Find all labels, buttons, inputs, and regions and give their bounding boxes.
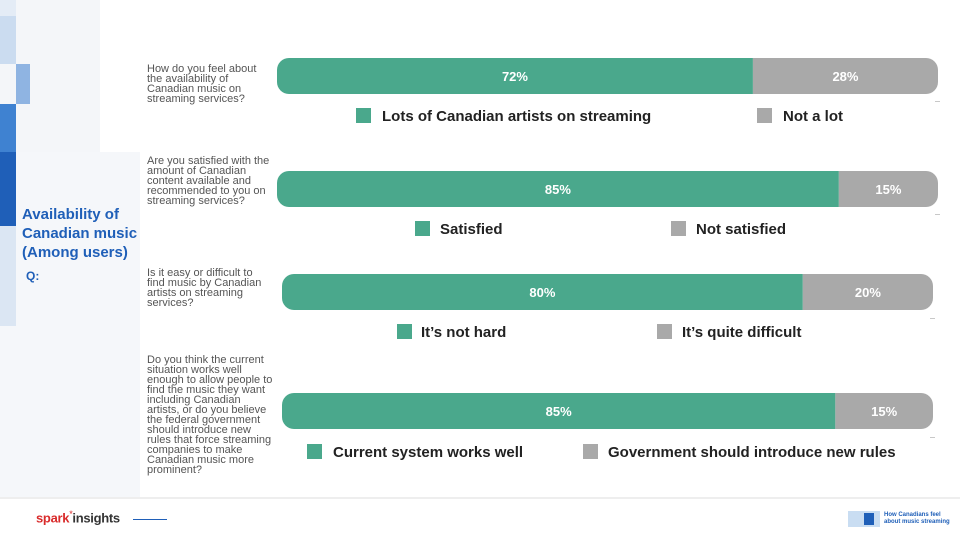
axis-tick bbox=[930, 318, 935, 319]
question-text-3: Is it easy or difficult to find music by… bbox=[147, 267, 262, 309]
deco-block bbox=[16, 64, 30, 104]
footer-divider bbox=[0, 497, 960, 499]
axis-tick bbox=[935, 214, 940, 215]
question-text-4: Do you think the current situation works… bbox=[147, 354, 273, 476]
deco-block bbox=[0, 104, 16, 152]
stacked-bar-chart: 72% Lots of Canadian artists on streaming… bbox=[277, 58, 938, 461]
bar-segment-3-2 bbox=[802, 274, 933, 310]
bar-label-4-1: 85% bbox=[546, 404, 572, 419]
legend-label-2-1: Satisfied bbox=[440, 221, 503, 238]
legend-label-3-2: It’s quite difficult bbox=[682, 324, 801, 341]
bar-label-2-2: 15% bbox=[875, 182, 901, 197]
legend-swatch-4-2 bbox=[583, 444, 598, 459]
legend-label-4-2: Government should introduce new rules bbox=[608, 444, 896, 461]
bar-label-3-1: 80% bbox=[529, 285, 555, 300]
bar-segment-4-2 bbox=[835, 393, 933, 429]
bar-segment-3-1 bbox=[282, 274, 803, 310]
sidebar-panel-lower bbox=[0, 152, 140, 498]
legend-swatch-1-1 bbox=[356, 108, 371, 123]
legend-swatch-3-2 bbox=[657, 324, 672, 339]
flag-icon bbox=[864, 513, 874, 525]
badge-text: How Canadians feel about music streaming bbox=[884, 512, 950, 525]
legend-swatch-1-2 bbox=[757, 108, 772, 123]
bar-segment-1-2 bbox=[752, 58, 938, 94]
bar-label-1-1: 72% bbox=[502, 69, 528, 84]
bar-segment-2-2 bbox=[838, 171, 938, 207]
logo-rule bbox=[133, 519, 167, 520]
slide-title: Availability of Canadian music (Among us… bbox=[22, 206, 138, 261]
axis-tick bbox=[935, 101, 940, 102]
logo-star: * bbox=[69, 509, 73, 519]
report-badge: How Canadians feel about music streaming bbox=[848, 511, 958, 527]
logo-insights: insights bbox=[72, 510, 120, 526]
axis-tick bbox=[930, 437, 935, 438]
bar-segment-1-1 bbox=[277, 58, 753, 94]
bar-label-2-1: 85% bbox=[545, 182, 571, 197]
legend-label-2-2: Not satisfied bbox=[696, 221, 786, 238]
legend-label-3-1: It’s not hard bbox=[421, 324, 506, 341]
deco-block bbox=[0, 226, 16, 326]
spark-insights-logo: spark*insights bbox=[36, 509, 120, 525]
legend-label-4-1: Current system works well bbox=[333, 444, 523, 461]
legend-swatch-2-1 bbox=[415, 221, 430, 236]
deco-block bbox=[0, 152, 16, 226]
legend-label-1-1: Lots of Canadian artists on streaming bbox=[382, 108, 651, 125]
bar-segment-2-1 bbox=[277, 171, 839, 207]
legend-swatch-4-1 bbox=[307, 444, 322, 459]
bar-segment-4-1 bbox=[282, 393, 836, 429]
logo-spark: spark bbox=[36, 510, 70, 526]
bar-label-3-2: 20% bbox=[855, 285, 881, 300]
legend-swatch-2-2 bbox=[671, 221, 686, 236]
question-text-1: How do you feel about the availability o… bbox=[147, 63, 257, 105]
deco-block bbox=[0, 0, 16, 16]
bar-label-1-2: 28% bbox=[832, 69, 858, 84]
legend-label-1-2: Not a lot bbox=[783, 108, 843, 125]
question-text-2: Are you satisfied with the amount of Can… bbox=[147, 155, 270, 207]
question-label: Q: bbox=[26, 269, 40, 283]
legend-swatch-3-1 bbox=[397, 324, 412, 339]
bar-label-4-2: 15% bbox=[871, 404, 897, 419]
deco-block bbox=[0, 16, 16, 64]
